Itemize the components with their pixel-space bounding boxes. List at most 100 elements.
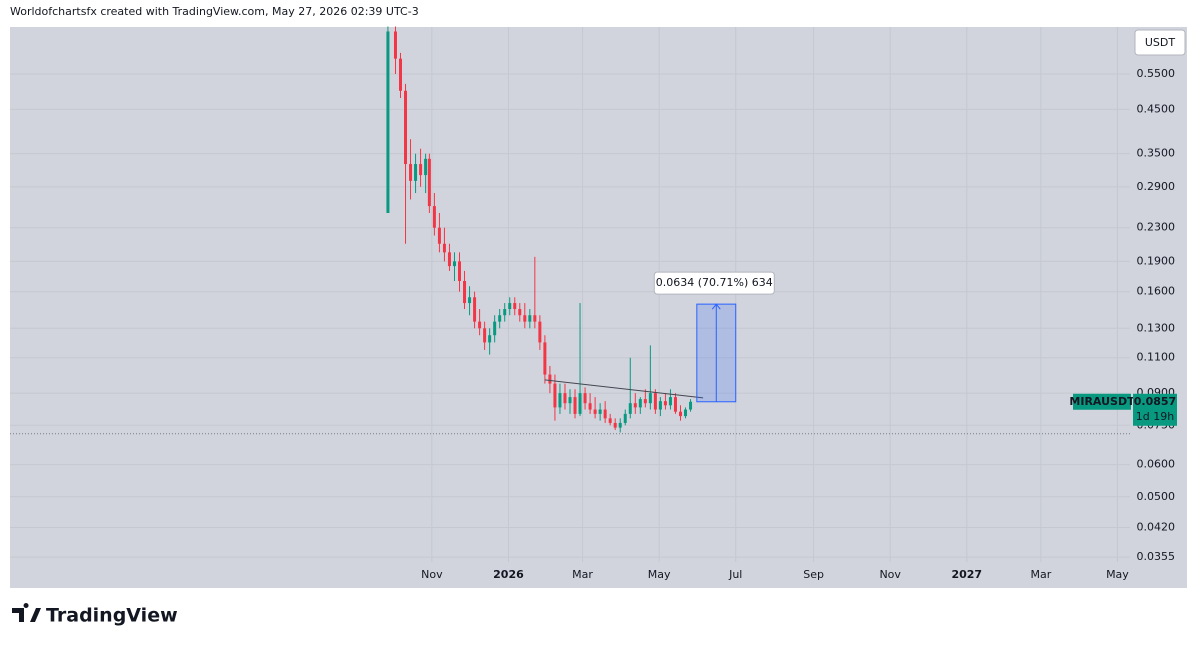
candle-body (678, 411, 682, 417)
candle-body (478, 321, 482, 329)
candle-body (573, 397, 577, 414)
candle-body (608, 418, 612, 423)
x-tick-label: 2027 (951, 568, 982, 581)
candle-body (473, 297, 477, 322)
measure-label-box (653, 271, 775, 295)
axes: 0.5500 0.4500 0.3500 0.2900 0.2300 0.1900 0.16… (421, 67, 1177, 581)
y-tick-label: 0.5500 (1137, 67, 1176, 80)
candle-body (432, 206, 436, 228)
candle-body (648, 393, 652, 404)
candle-body (518, 309, 522, 316)
candle-body (493, 321, 497, 336)
x-tick-label: Mar (1030, 568, 1051, 581)
x-tick-label: May (648, 568, 671, 581)
x-tick-label: Sep (803, 568, 824, 581)
logo: TradingView (12, 603, 178, 627)
price-label: 0.0857 (1134, 395, 1176, 408)
candle-body (543, 342, 547, 375)
y-tick-label: 0.0355 (1137, 550, 1176, 563)
candle-body (452, 261, 456, 267)
candle-body (653, 393, 657, 410)
candle-body (437, 227, 441, 244)
candle-body (643, 399, 647, 404)
candle-body (588, 403, 592, 410)
candle-body (386, 31, 390, 214)
y-tick-label: 0.1600 (1137, 285, 1176, 298)
candle-body (583, 393, 587, 404)
x-tick-label: Nov (421, 568, 443, 581)
candle-body (458, 261, 462, 281)
y-tick-label: 0.3500 (1137, 147, 1176, 160)
candle-body (523, 315, 527, 322)
brand: TradingView (46, 605, 178, 627)
x-tick-label: May (1106, 568, 1129, 581)
candle-body (538, 321, 542, 343)
candle-body (593, 409, 597, 414)
candle-body (468, 297, 472, 304)
candle-body (558, 393, 562, 408)
x-tick-label: Mar (572, 568, 593, 581)
x-tick-label: 2026 (493, 568, 524, 581)
candle-body (578, 393, 582, 414)
candle-body (548, 374, 552, 384)
y-tick-label: 0.2900 (1137, 180, 1176, 193)
candle-body (393, 31, 397, 59)
candle-body (618, 422, 622, 428)
x-tick-label: Nov (879, 568, 901, 581)
candle-body (424, 158, 428, 176)
candle-body (513, 303, 517, 310)
candle-body (442, 243, 446, 253)
candle-body (598, 409, 602, 414)
candle-body (663, 401, 667, 406)
y-tick-label: 0.2300 (1137, 221, 1176, 234)
candle-body (553, 383, 557, 408)
symbol-tag (1073, 393, 1131, 410)
candle-body (684, 409, 688, 417)
candle-body (673, 397, 677, 412)
candle-body (628, 403, 632, 414)
candle-body (498, 315, 502, 322)
y-tick-label: 0.0420 (1137, 520, 1176, 533)
candle-body (409, 164, 413, 181)
candle-body (398, 58, 402, 91)
candle-body (658, 401, 662, 410)
y-tick-label: 0.1900 (1137, 254, 1176, 267)
candle-body (419, 164, 423, 176)
candle-body (503, 309, 507, 316)
candle-body (563, 393, 567, 404)
currency: USDT (1145, 36, 1176, 49)
symbol-label: MIRAUSDT (1069, 395, 1135, 408)
logo-icon (12, 603, 41, 622)
candle-body (689, 401, 693, 410)
candle-body (404, 90, 408, 165)
candle-body (603, 409, 607, 419)
y-tick-label: 0.0600 (1137, 458, 1176, 471)
candle-body (528, 315, 532, 322)
candle-body (508, 303, 512, 310)
chart-area (10, 27, 1187, 588)
y-tick-label: 0.0500 (1137, 490, 1176, 503)
measure-label: 0.0634 (70.71%) 634 (656, 276, 773, 289)
candle-body (613, 422, 617, 428)
candle-body (427, 158, 431, 207)
candle-body (533, 315, 537, 322)
y-tick-label: 0.1300 (1137, 321, 1176, 334)
candle-body (668, 397, 672, 406)
countdown: 1d 19h (1136, 410, 1174, 423)
header: Worldofchartsfx created with TradingView… (10, 5, 419, 18)
price-tag (1133, 393, 1177, 426)
measure-arrowhead (711, 303, 721, 310)
plot: 0.0634 (70.71%) 634 (10, 26, 1130, 435)
candle-body (568, 397, 572, 404)
candle-body (488, 335, 492, 343)
candle-body (447, 252, 451, 267)
currency-box[interactable] (1134, 29, 1186, 56)
candle-body (483, 328, 487, 343)
candle-body (463, 280, 467, 304)
candle-body (414, 164, 418, 181)
y-tick-label: 0.1100 (1137, 351, 1176, 364)
candle-body (638, 399, 642, 408)
candle-body (623, 413, 627, 423)
